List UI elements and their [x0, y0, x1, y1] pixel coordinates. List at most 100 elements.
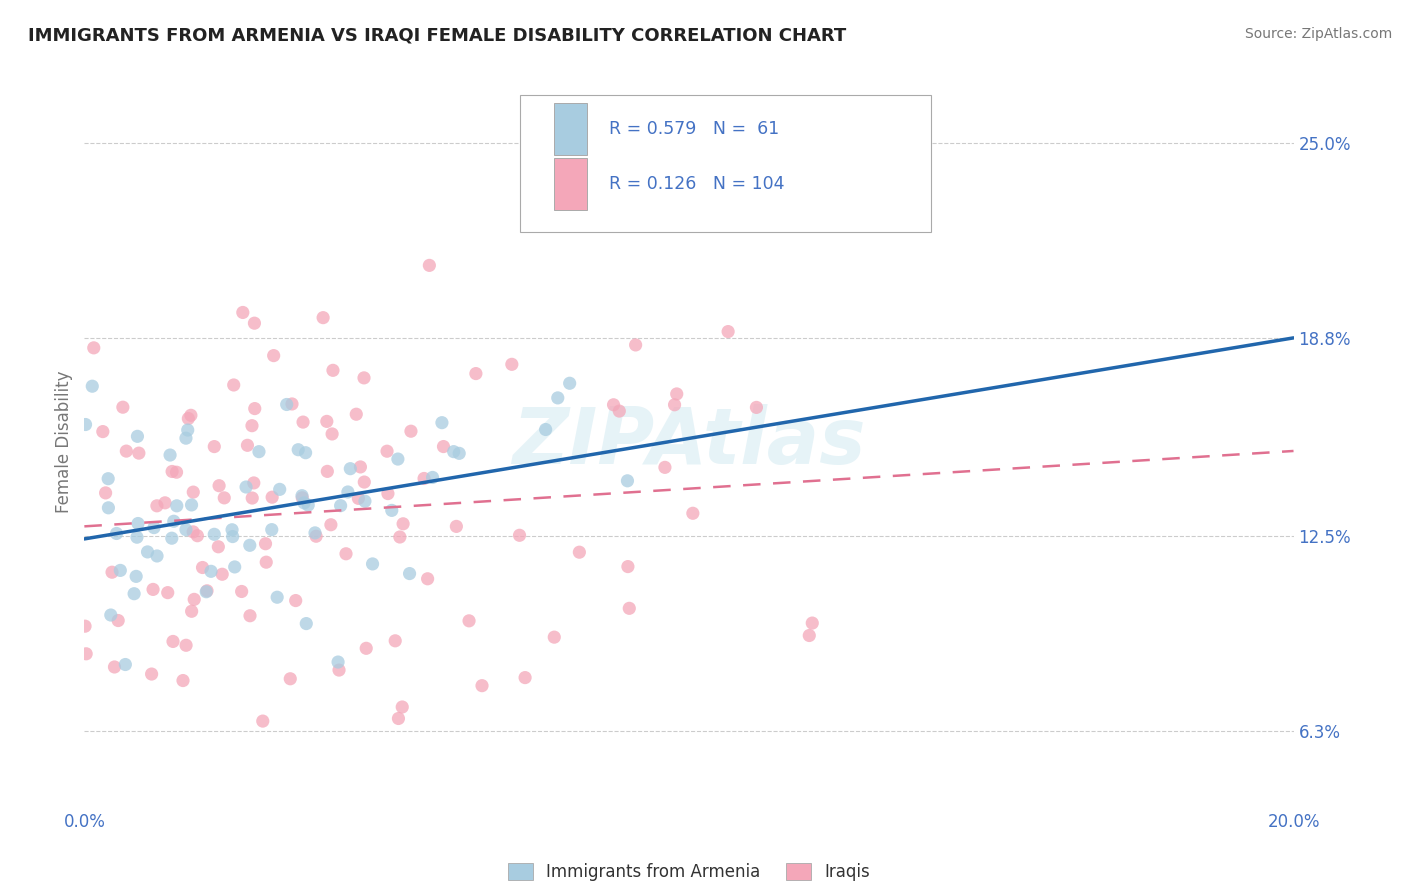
Text: IMMIGRANTS FROM ARMENIA VS IRAQI FEMALE DISABILITY CORRELATION CHART: IMMIGRANTS FROM ARMENIA VS IRAQI FEMALE … [28, 27, 846, 45]
Point [292, 496, 315, 510]
Point [568, 545, 591, 559]
Point [799, 628, 821, 642]
Point [682, 506, 704, 520]
Y-axis label: Female Disability: Female Disability [55, 370, 73, 513]
Point [103, 660, 125, 674]
Point [243, 316, 266, 330]
Point [166, 465, 188, 479]
Point [101, 565, 124, 579]
Point [142, 582, 165, 597]
Point [236, 438, 259, 452]
Point [616, 474, 638, 488]
Point [381, 503, 404, 517]
Point [115, 444, 138, 458]
Point [82, 379, 104, 393]
Point [399, 424, 422, 438]
Point [312, 310, 335, 325]
Point [422, 470, 444, 484]
Point [534, 423, 557, 437]
Point [127, 516, 149, 531]
Point [384, 633, 406, 648]
Point [458, 614, 481, 628]
Point [449, 446, 471, 460]
Point [75, 647, 97, 661]
Text: R = 0.126   N = 104: R = 0.126 N = 104 [609, 175, 785, 193]
Point [181, 524, 204, 539]
Text: ZIPAtlas: ZIPAtlas [512, 403, 866, 480]
Point [156, 585, 179, 599]
Point [745, 401, 768, 415]
Point [240, 491, 263, 505]
Point [136, 545, 159, 559]
Point [664, 398, 686, 412]
Point [114, 657, 136, 672]
Point [329, 499, 352, 513]
Point [202, 440, 225, 454]
Point [284, 593, 307, 607]
Point [127, 429, 149, 443]
Point [212, 491, 235, 505]
Point [141, 667, 163, 681]
Point [260, 523, 283, 537]
Point [321, 426, 343, 441]
Point [195, 583, 218, 598]
Point [105, 526, 128, 541]
Point [432, 440, 454, 454]
Text: R = 0.579   N =  61: R = 0.579 N = 61 [609, 120, 779, 137]
Point [73, 619, 96, 633]
Point [177, 411, 200, 425]
Point [174, 638, 197, 652]
Point [247, 444, 270, 458]
Point [430, 416, 453, 430]
Point [146, 499, 169, 513]
Point [392, 516, 415, 531]
Point [315, 414, 337, 428]
Point [153, 496, 176, 510]
Point [353, 371, 375, 385]
Point [110, 563, 132, 577]
Point [513, 671, 536, 685]
Point [224, 560, 246, 574]
Point [75, 417, 97, 432]
Point [654, 460, 676, 475]
Point [347, 491, 370, 506]
Bar [554, 103, 588, 155]
Text: Source: ZipAtlas.com: Source: ZipAtlas.com [1244, 27, 1392, 41]
Point [291, 489, 314, 503]
Point [191, 560, 214, 574]
Point [243, 401, 266, 416]
Point [125, 569, 148, 583]
Point [316, 464, 339, 478]
Point [319, 517, 342, 532]
Point [543, 630, 565, 644]
Point [208, 479, 231, 493]
Bar [554, 158, 588, 210]
Point [344, 407, 367, 421]
Point [143, 520, 166, 534]
Point [202, 527, 225, 541]
Point [322, 363, 344, 377]
Point [221, 530, 243, 544]
Point [263, 349, 285, 363]
Point [211, 567, 233, 582]
Point [418, 259, 440, 273]
Point [361, 557, 384, 571]
Point [200, 564, 222, 578]
Point [387, 452, 409, 467]
Point [162, 634, 184, 648]
Point [443, 444, 465, 458]
Point [294, 446, 316, 460]
Point [287, 442, 309, 457]
Point [305, 529, 328, 543]
Point [464, 367, 486, 381]
Point [186, 529, 208, 543]
Point [235, 480, 257, 494]
Point [375, 444, 398, 458]
Point [160, 531, 183, 545]
Point [252, 714, 274, 728]
FancyBboxPatch shape [520, 95, 931, 232]
Point [160, 465, 183, 479]
Point [159, 448, 181, 462]
Point [398, 566, 420, 581]
Legend: Immigrants from Armenia, Iraqis: Immigrants from Armenia, Iraqis [508, 863, 870, 881]
